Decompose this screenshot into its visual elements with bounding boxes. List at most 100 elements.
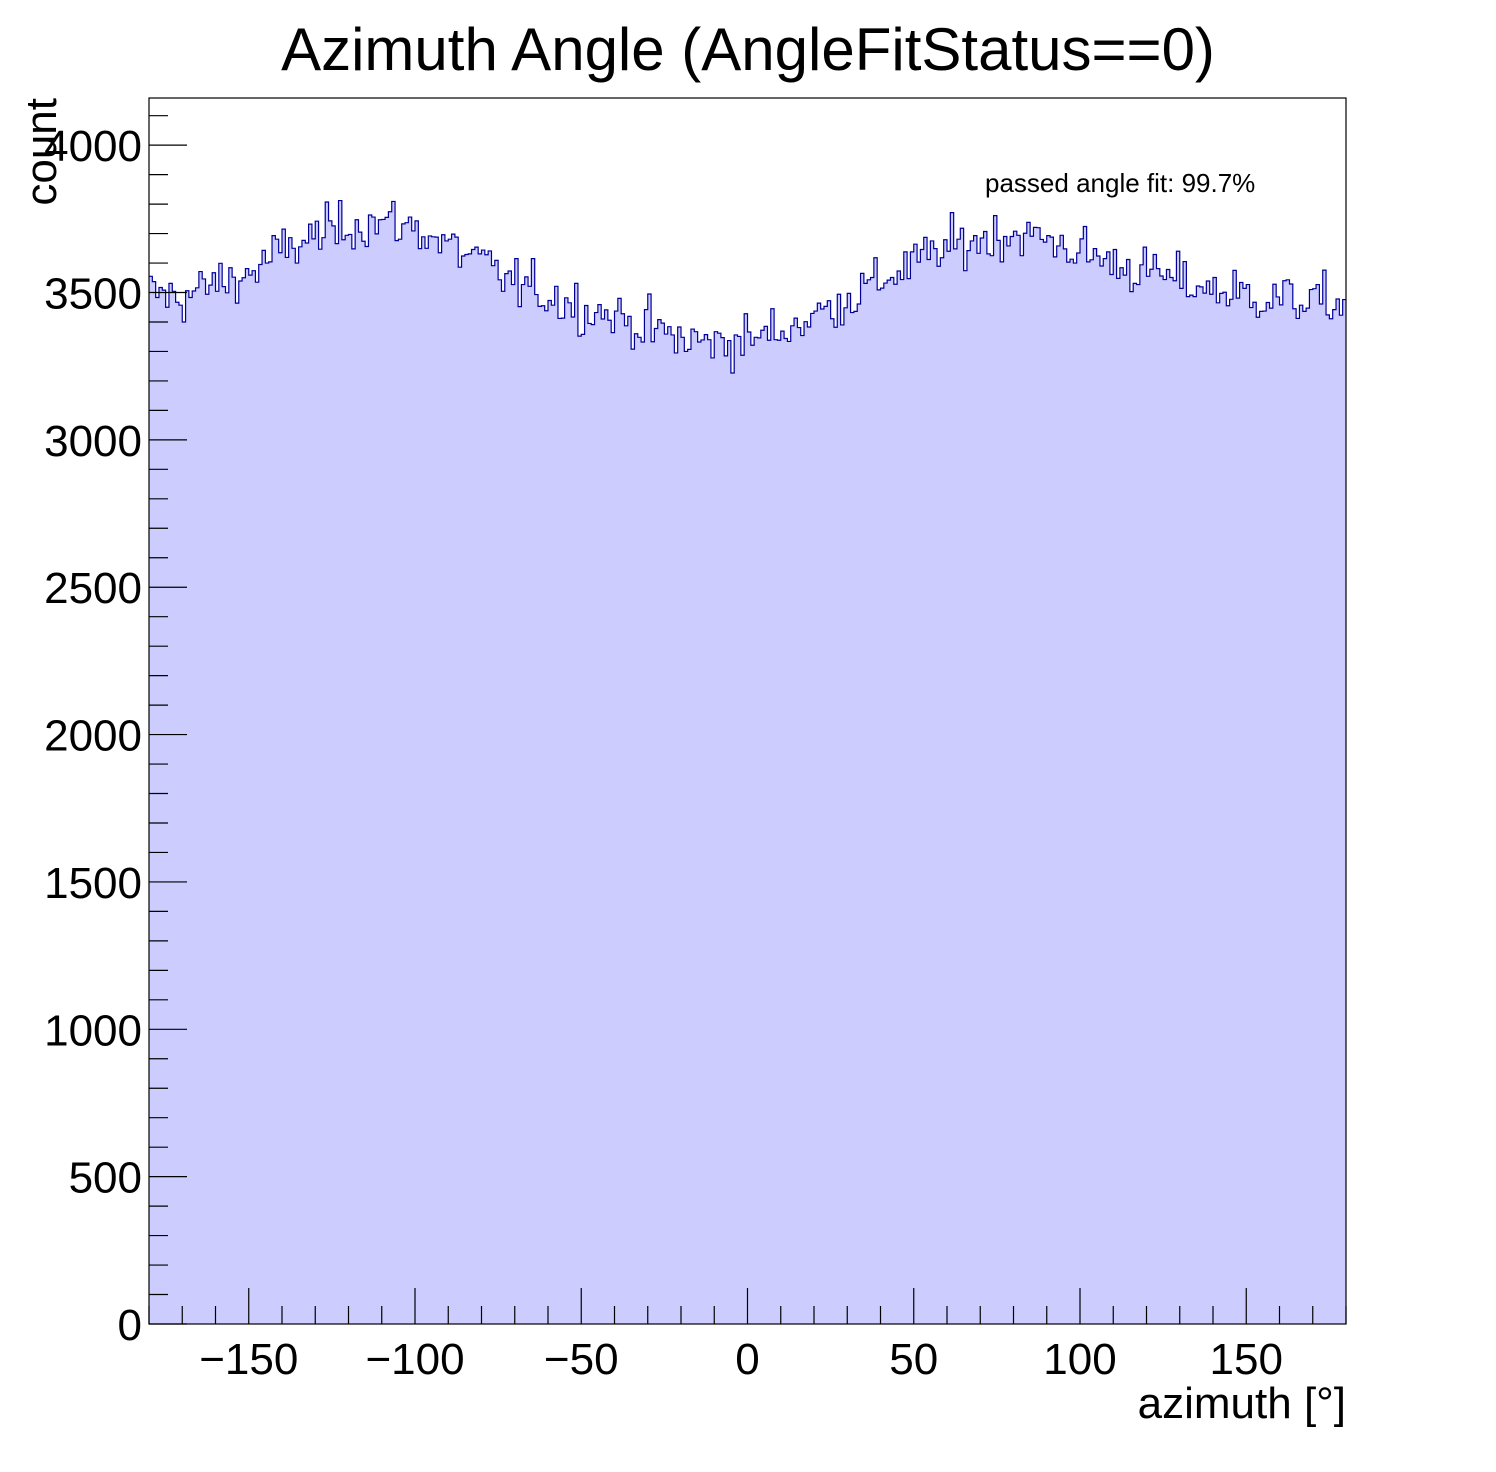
histogram-bar [850,312,855,1324]
histogram-bar [887,280,891,1325]
histogram-bar [853,311,858,1324]
histogram-bar [913,244,918,1325]
histogram-bar [820,309,825,1325]
histogram-bar [1056,245,1061,1324]
histogram-bar [993,215,998,1325]
histogram-bar [149,276,153,1324]
histogram-bar [318,249,323,1324]
histogram-bar [677,326,682,1325]
histogram-bar [1119,267,1124,1324]
histogram-bar [1249,307,1254,1324]
histogram-bar [158,287,163,1324]
histogram-bar [621,313,625,1324]
x-tick-label: 100 [1043,1335,1116,1384]
histogram-bar [607,320,612,1324]
histogram-bar [1070,259,1074,1324]
histogram-bar [574,283,579,1325]
histogram-bar [823,306,828,1324]
histogram-bar [1306,308,1310,1324]
histogram-bar [331,225,336,1325]
histogram-bar [770,308,775,1324]
histogram-bar [1259,311,1264,1324]
histogram-bar [335,243,339,1324]
histogram-bar [1129,291,1134,1324]
y-axis-label: count [17,98,66,206]
y-tick-label: 2500 [44,564,142,613]
histogram-bar [225,292,230,1324]
histogram-bar [434,237,439,1324]
histogram-bar [1109,274,1114,1324]
histogram-bar [814,311,818,1325]
histogram-bar [1209,294,1214,1325]
histogram-bar [704,334,708,1325]
histogram-bar [684,351,689,1325]
histogram-bar [740,355,745,1324]
histogram-bar [155,297,160,1324]
histogram-bar [371,217,376,1324]
histogram-bar [790,325,795,1324]
histogram-bar [498,279,502,1324]
histogram-bar [212,272,216,1325]
histogram-bar [478,253,482,1325]
histogram-bar [1242,288,1247,1324]
histogram-bar [1060,235,1064,1324]
histogram-bar [282,229,286,1325]
histogram-bar [986,253,991,1325]
histogram-bar [1229,299,1234,1325]
histogram-bar [1089,259,1094,1324]
histogram-bar [438,252,442,1325]
histogram-bar [1050,237,1054,1324]
histogram-bar [405,222,409,1325]
histogram-bar [1080,238,1084,1325]
histogram-bar [947,251,951,1324]
histogram-bar [953,248,958,1324]
x-tick-label: −100 [365,1335,464,1384]
histogram-bar [641,342,645,1325]
histogram-bar [514,258,519,1324]
histogram-bar [1159,276,1164,1325]
histogram-bar [870,277,875,1324]
histogram-bar [1020,255,1024,1325]
histogram-bar [398,239,403,1324]
histogram-bar [730,372,735,1325]
histogram-bar [800,335,805,1325]
histogram-bar [973,235,978,1325]
histogram-bar [804,321,808,1325]
histogram-bar [471,249,476,1325]
histogram-bar [198,271,203,1324]
histogram-bar [707,339,712,1324]
histogram-bar [202,278,206,1324]
histogram-bar [983,231,988,1324]
histogram-bar [1173,280,1177,1324]
histogram-bar [464,254,469,1324]
histogram-bar [757,337,762,1324]
histogram-bar [637,337,642,1324]
histogram-bar [750,345,755,1325]
histogram-bar [365,246,369,1324]
histogram-bar [1000,261,1004,1324]
histogram-bar [182,321,186,1324]
histogram-bar [268,261,273,1324]
histogram-bar [298,246,303,1324]
histogram-bar [468,253,472,1325]
histogram-bar [780,331,785,1324]
histogram-bar [1010,236,1014,1325]
histogram-bar [368,215,373,1324]
histogram-bar [634,333,639,1324]
histogram-bar [238,281,243,1324]
histogram-bar [1030,236,1034,1324]
histogram-bar [248,275,253,1325]
histogram-bar [960,228,965,1325]
histogram-bar [1149,269,1154,1324]
histogram-bar [252,270,256,1325]
histogram-bar [1222,292,1227,1325]
histogram-bar [358,232,363,1324]
histogram-bar [1332,309,1337,1324]
histogram-bar [963,270,968,1325]
histogram-bar [1033,227,1038,1324]
histogram-bar [1153,254,1157,1324]
histogram-bar [910,251,915,1325]
histogram-bar [415,220,419,1324]
histogram-bar [152,281,157,1325]
